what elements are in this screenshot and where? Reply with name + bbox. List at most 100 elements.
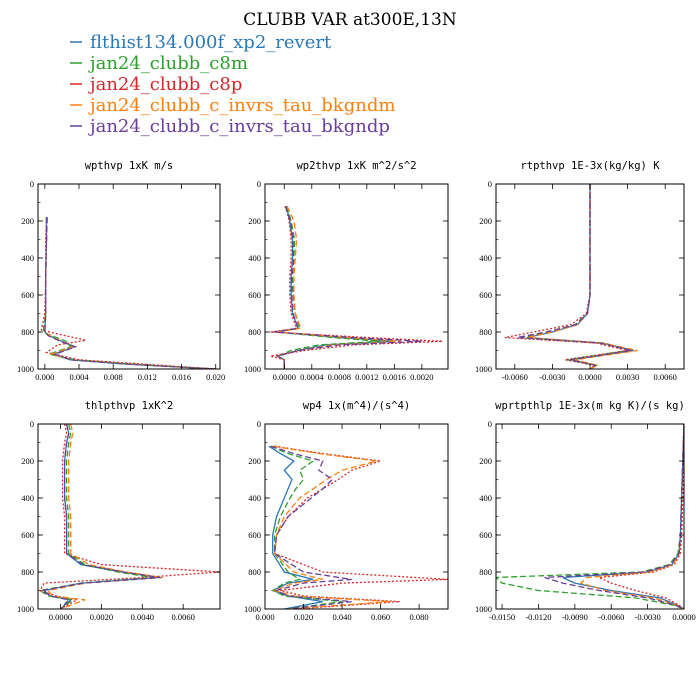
y-tick-label: 200 (479, 456, 492, 466)
y-tick-label: 600 (21, 530, 34, 540)
series-line (40, 217, 216, 369)
series-line (40, 424, 161, 609)
chart-panel: thlpthvp 1xK^2 0 200 400 600 800 1000 0.0000 0.0… (17, 400, 221, 622)
series-line (544, 424, 684, 609)
x-tick-label: 0.080 (410, 612, 429, 622)
y-tick-label: 600 (248, 290, 261, 300)
x-tick-label: -0.0030 (635, 612, 661, 622)
y-tick-label: 0 (488, 179, 492, 189)
legend-label: jan24_clubb_c8p (88, 74, 242, 95)
x-tick-label: 0.0008 (328, 372, 351, 382)
plot-frame (495, 423, 685, 610)
x-tick-label: 0.0000 (672, 612, 695, 622)
y-tick-label: 1000 (17, 364, 34, 374)
series-group (40, 217, 216, 369)
y-tick-label: 600 (248, 530, 261, 540)
y-tick-label: 1000 (244, 604, 261, 614)
series-line (44, 217, 216, 369)
y-tick-label: 1000 (17, 604, 34, 614)
y-tick-label: 600 (479, 290, 492, 300)
series-line (270, 445, 343, 609)
series-line (496, 424, 684, 609)
series-group (496, 424, 684, 609)
chart-panel: rtpthvp 1E-3x(kg/kg) K02004006008001000-… (475, 160, 685, 382)
y-tick-label: 400 (479, 493, 492, 503)
y-tick-label: 400 (248, 253, 261, 263)
series-group (504, 184, 638, 369)
x-tick-label: 0.040 (332, 612, 351, 622)
x-tick-label: 0.020 (206, 372, 225, 382)
x-tick-label: 0.0020 (410, 372, 433, 382)
y-tick-label: 800 (479, 327, 492, 337)
series-line (579, 424, 684, 609)
series-line (268, 445, 323, 609)
y-tick-label: 400 (479, 253, 492, 263)
x-tick-label: 0.0000 (578, 372, 601, 382)
series-line (38, 424, 153, 609)
x-tick-label: 0.012 (138, 372, 157, 382)
legend-entry: flthist134.000f_xp2_revert (70, 32, 332, 53)
legend-label: jan24_clubb_c_invrs_tau_bkgndm (88, 95, 395, 116)
x-tick-label: 0.0012 (355, 372, 378, 382)
y-tick-label: 1000 (244, 364, 261, 374)
series-line (47, 424, 163, 609)
x-tick-label: 0.060 (371, 612, 390, 622)
y-tick-label: 0 (257, 179, 261, 189)
legend-entry: jan24_clubb_c_invrs_tau_bkgndp (70, 116, 390, 137)
y-tick-label: 200 (248, 216, 261, 226)
y-tick-label: 200 (248, 456, 261, 466)
y-tick-label: 600 (21, 290, 34, 300)
series-line (517, 184, 632, 369)
y-tick-label: 800 (248, 567, 261, 577)
x-tick-label: -0.0060 (598, 612, 624, 622)
y-tick-label: 0 (30, 419, 34, 429)
y-tick-label: 1000 (475, 604, 492, 614)
x-tick-label: 0.008 (104, 372, 123, 382)
x-tick-label: -0.0120 (525, 612, 551, 622)
y-tick-label: 200 (479, 216, 492, 226)
series-line (42, 217, 216, 369)
x-tick-label: 0.0016 (383, 372, 406, 382)
legend-label: jan24_clubb_c8m (88, 53, 248, 74)
legend-label: jan24_clubb_c_invrs_tau_bkgndp (88, 116, 390, 137)
panel-title: rtpthvp 1E-3x(kg/kg) K (520, 160, 660, 172)
panel-title: thlpthvp 1xK^2 (85, 400, 174, 412)
x-tick-label: 0.016 (172, 372, 191, 382)
x-tick-label: 0.0060 (172, 612, 195, 622)
chart-panel: wprtpthlp 1E-3x(m kg K)/(s kg)0 200 400 600… (475, 400, 696, 622)
y-tick-label: 800 (21, 567, 34, 577)
y-tick-label: 0 (257, 419, 261, 429)
legend-entry: jan24_clubb_c8m (70, 53, 248, 74)
chart-panel: wp2thvp 1xK m^2/s^2 0 200 400 600 800 1000 0.00… (244, 160, 449, 382)
x-tick-label: 0.000 (255, 612, 274, 622)
x-tick-label: -0.0150 (489, 612, 515, 622)
x-tick-label: 0.000 (35, 372, 54, 382)
x-tick-label: 0.0040 (131, 612, 154, 622)
y-tick-label: 800 (248, 327, 261, 337)
series-group (38, 424, 220, 609)
y-tick-label: 800 (479, 567, 492, 577)
x-tick-label: 0.0060 (654, 372, 677, 382)
figure-title: CLUBB VAR at300E,13N (243, 10, 457, 30)
series-group (270, 205, 443, 369)
series-group (268, 445, 448, 609)
y-tick-label: 200 (21, 456, 34, 466)
series-line (596, 424, 684, 609)
panel-title: wprtpthlp 1E-3x(m kg K)/(s kg) (495, 400, 685, 412)
legend-label: flthist134.000f_xp2_revert (90, 32, 332, 53)
x-tick-label: 0.020 (294, 612, 313, 622)
y-tick-label: 0 (30, 179, 34, 189)
series-line (562, 424, 684, 609)
x-tick-label: 0.0000 (49, 612, 72, 622)
x-tick-label: 0.0000 (273, 372, 296, 382)
x-tick-label: -0.0090 (562, 612, 588, 622)
x-tick-label: -0.0030 (539, 372, 565, 382)
y-tick-label: 400 (21, 253, 34, 263)
series-line (272, 445, 391, 609)
panel-title: wp2thvp 1xK m^2/s^2 (296, 160, 416, 172)
series-line (273, 206, 422, 369)
